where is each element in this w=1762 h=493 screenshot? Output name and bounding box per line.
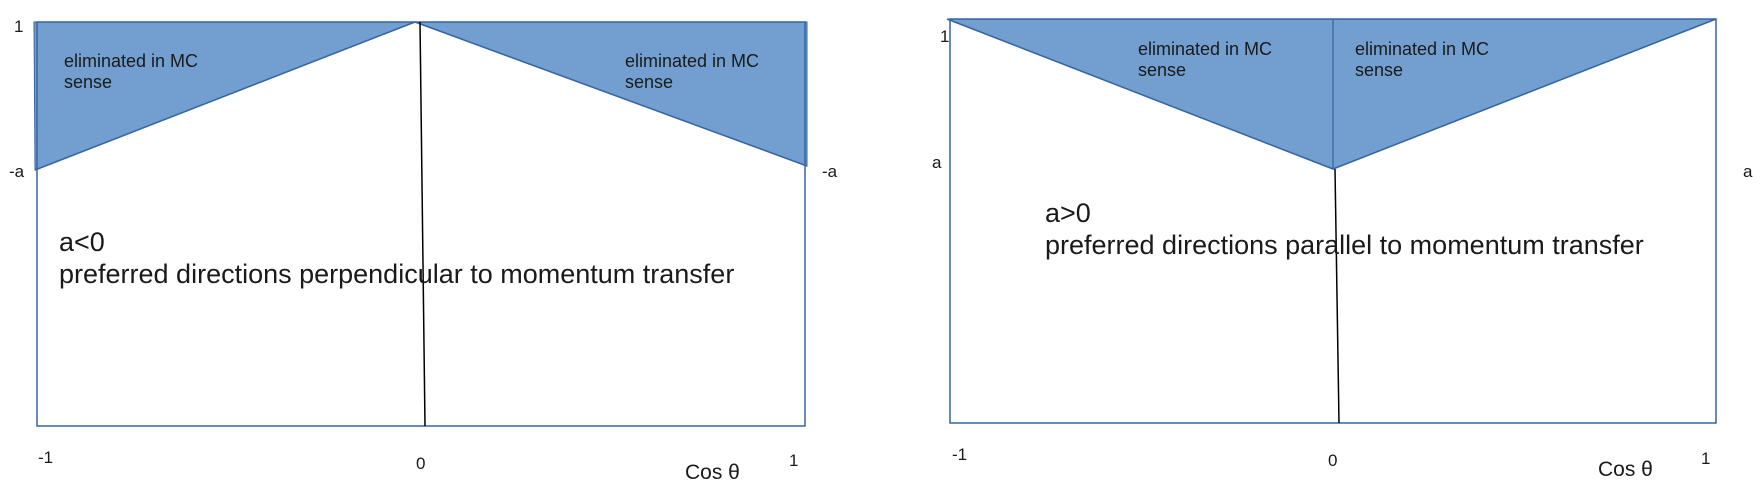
- right-panel-caption-description: preferred directions parallel to momentu…: [1045, 230, 1644, 260]
- left-panel-region-left-label-line2: sense: [64, 72, 112, 92]
- left-panel-frame: [36, 21, 806, 427]
- left-panel-caption-description: preferred directions perpendicular to mo…: [59, 259, 734, 289]
- right-panel: 1 a a -1 0 1 Cos θ eliminated in MC sens…: [932, 18, 1753, 481]
- right-panel-y-left-mid-label: a: [932, 153, 942, 172]
- right-panel-boundary-right: [1332, 18, 1717, 170]
- left-panel-caption-condition: a<0: [59, 227, 105, 257]
- left-panel-y-right-mid-label: -a: [822, 162, 838, 181]
- left-panel-x-max-label: 1: [789, 451, 798, 470]
- left-panel-region-right-label-line2: sense: [625, 72, 673, 92]
- left-panel: 1 -a -a -1 0 1 Cos θ eliminated in MC se…: [9, 17, 838, 484]
- right-panel-region-left-label-line2: sense: [1138, 60, 1186, 80]
- left-panel-y-top-label: 1: [14, 17, 23, 36]
- right-panel-region-right-label-line2: sense: [1355, 60, 1403, 80]
- left-panel-x-min-label: -1: [38, 448, 53, 467]
- right-panel-center-line: [1334, 168, 1340, 424]
- left-panel-y-left-mid-label: -a: [9, 162, 25, 181]
- right-panel-x-mid-label: 0: [1328, 451, 1337, 470]
- right-panel-x-min-label: -1: [952, 445, 967, 464]
- right-panel-y-top-label: 1: [940, 27, 949, 46]
- right-panel-region-left-label-line1: eliminated in MC: [1138, 39, 1272, 59]
- right-panel-x-max-label: 1: [1701, 449, 1710, 468]
- right-panel-y-right-mid-label: a: [1743, 162, 1753, 181]
- left-panel-x-mid-label: 0: [416, 454, 425, 473]
- right-panel-boundary-left: [946, 18, 1334, 170]
- right-panel-region-right-label-line1: eliminated in MC: [1355, 39, 1489, 59]
- left-panel-boundary-left: [34, 21, 416, 171]
- left-panel-region-right-label-line1: eliminated in MC: [625, 51, 759, 71]
- left-panel-region-left-label-line1: eliminated in MC: [64, 51, 198, 71]
- right-panel-caption-condition: a>0: [1045, 198, 1091, 228]
- left-panel-center-line: [419, 21, 426, 427]
- left-panel-x-axis-title: Cos θ: [685, 461, 740, 484]
- right-panel-x-axis-title: Cos θ: [1598, 458, 1653, 481]
- left-panel-boundary-right: [414, 21, 808, 167]
